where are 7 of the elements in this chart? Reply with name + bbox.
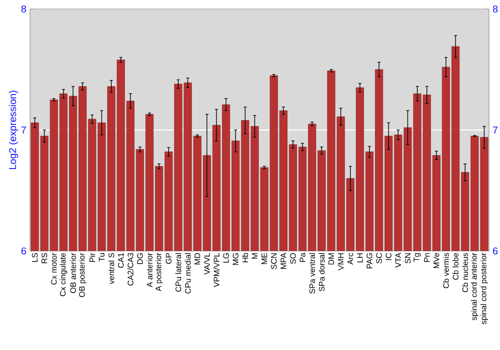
- y-tick-label: 7: [21, 126, 26, 134]
- y-tick-label: 6: [21, 247, 26, 255]
- y-tick-label: 8: [21, 5, 26, 13]
- y2-tick-label: 7: [493, 126, 498, 134]
- y2-tick-label: 6: [493, 247, 498, 255]
- y-axis-title: Log2 (expression): [8, 90, 18, 170]
- y2-tick-label: 8: [492, 5, 498, 13]
